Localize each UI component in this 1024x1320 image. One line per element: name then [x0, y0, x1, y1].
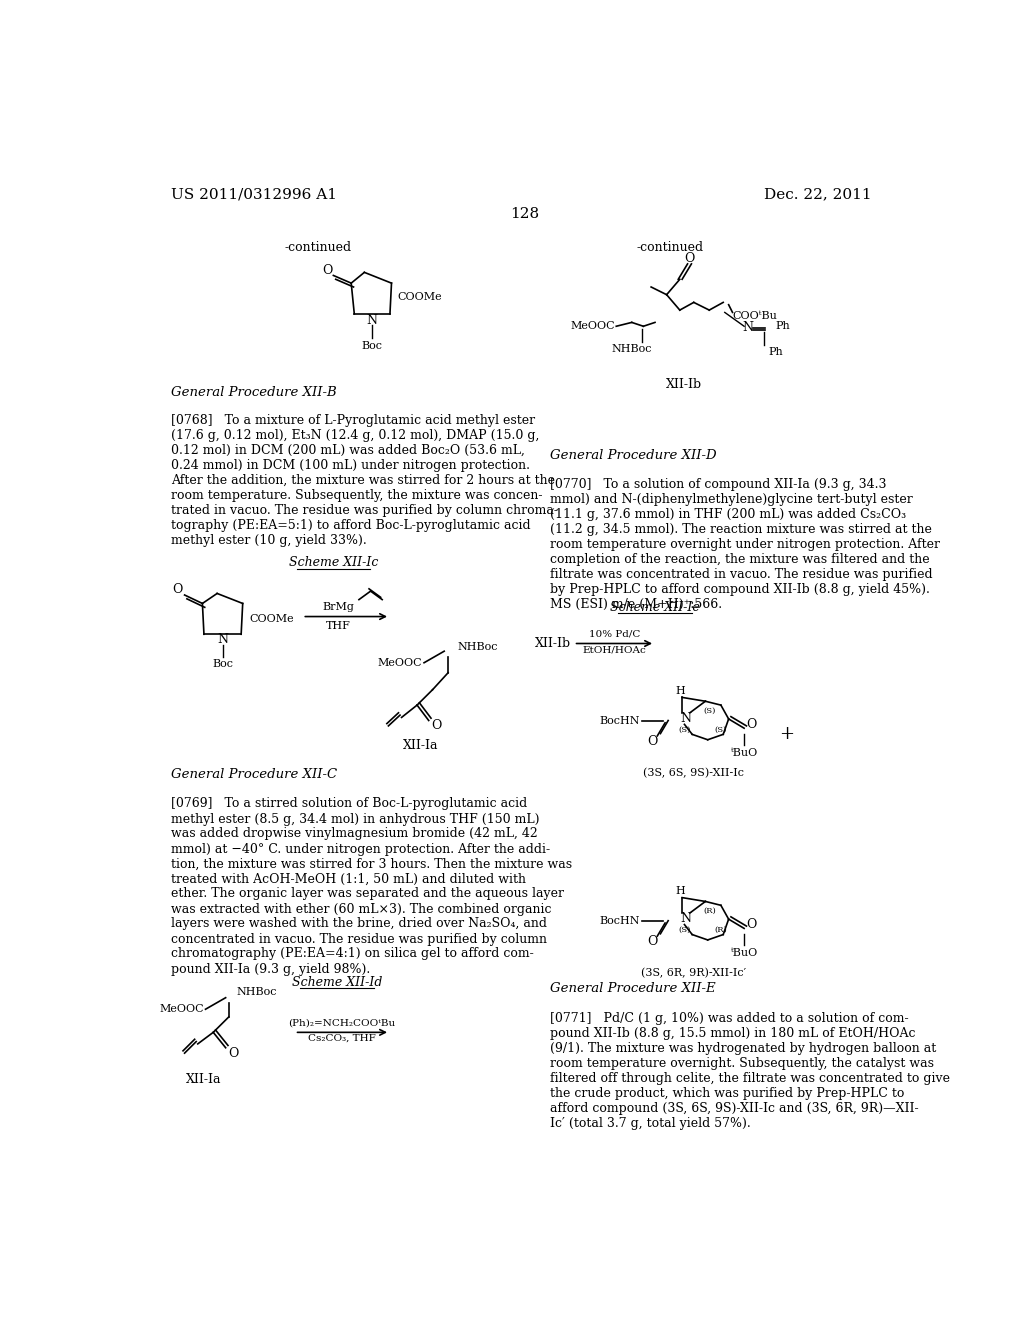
Text: O: O	[745, 718, 757, 731]
Text: (S): (S)	[678, 726, 690, 734]
Text: N: N	[681, 912, 691, 925]
Text: +: +	[779, 726, 795, 743]
Text: Scheme XII-Id: Scheme XII-Id	[292, 977, 382, 989]
Text: Boc: Boc	[361, 341, 383, 351]
Text: [0771]   Pd/C (1 g, 10%) was added to a solution of com-
pound XII-Ib (8.8 g, 15: [0771] Pd/C (1 g, 10%) was added to a so…	[550, 1011, 950, 1130]
Text: (R): (R)	[715, 925, 727, 935]
Text: BrMg: BrMg	[323, 602, 354, 611]
Text: (S): (S)	[703, 706, 716, 714]
Text: O: O	[228, 1047, 239, 1060]
Text: Cs₂CO₃, THF: Cs₂CO₃, THF	[308, 1034, 376, 1043]
Text: O: O	[745, 917, 757, 931]
Text: Scheme XII-Ie: Scheme XII-Ie	[610, 601, 699, 614]
Text: N: N	[367, 314, 378, 326]
Text: Ph: Ph	[768, 347, 783, 358]
Text: H: H	[675, 686, 685, 696]
Text: H: H	[675, 887, 685, 896]
Text: XII-Ia: XII-Ia	[186, 1073, 222, 1086]
Text: General Procedure XII-E: General Procedure XII-E	[550, 982, 716, 994]
Text: O: O	[431, 718, 441, 731]
Text: O: O	[685, 252, 695, 265]
Text: O: O	[322, 264, 333, 277]
Text: Boc: Boc	[212, 659, 233, 669]
Text: NHBoc: NHBoc	[458, 643, 498, 652]
Text: EtOH/HOAc: EtOH/HOAc	[583, 645, 646, 655]
Text: BocHN: BocHN	[599, 916, 640, 925]
Text: O: O	[647, 735, 657, 748]
Text: 10% Pd/C: 10% Pd/C	[589, 630, 640, 639]
Text: XII-Ib: XII-Ib	[667, 378, 702, 391]
Text: [0768]   To a mixture of L-Pyroglutamic acid methyl ester
(17.6 g, 0.12 mol), Et: [0768] To a mixture of L-Pyroglutamic ac…	[171, 414, 558, 546]
Text: -continued: -continued	[637, 240, 705, 253]
Text: MeOOC: MeOOC	[378, 657, 423, 668]
Text: Ph: Ph	[775, 321, 790, 331]
Text: (R): (R)	[702, 907, 716, 915]
Text: (S): (S)	[715, 726, 727, 734]
Text: [0769]   To a stirred solution of Boc-L-pyroglutamic acid
methyl ester (8.5 g, 3: [0769] To a stirred solution of Boc-L-py…	[171, 797, 571, 975]
Text: COOMe: COOMe	[250, 614, 294, 624]
Text: N: N	[681, 711, 691, 725]
Text: -continued: -continued	[285, 240, 351, 253]
Text: N: N	[217, 634, 228, 647]
Text: (3S, 6R, 9R)-XII-Ic′: (3S, 6R, 9R)-XII-Ic′	[641, 968, 746, 978]
Text: N: N	[742, 321, 754, 334]
Text: (S): (S)	[678, 925, 690, 935]
Text: (Ph)₂=NCH₂COOᵗBu: (Ph)₂=NCH₂COOᵗBu	[289, 1019, 395, 1027]
Text: MeOOC: MeOOC	[160, 1005, 204, 1014]
Text: [0770]   To a solution of compound XII-Ia (9.3 g, 34.3
mmol) and N-(diphenylmeth: [0770] To a solution of compound XII-Ia …	[550, 478, 940, 611]
Text: Dec. 22, 2011: Dec. 22, 2011	[764, 187, 871, 202]
Text: XII-Ib: XII-Ib	[535, 638, 570, 649]
Text: ᵗBuO: ᵗBuO	[730, 948, 758, 958]
Text: BocHN: BocHN	[599, 715, 640, 726]
Text: General Procedure XII-D: General Procedure XII-D	[550, 449, 717, 462]
Text: General Procedure XII-B: General Procedure XII-B	[171, 385, 336, 399]
Text: 128: 128	[510, 207, 540, 222]
Text: NHBoc: NHBoc	[611, 345, 652, 354]
Text: THF: THF	[327, 620, 351, 631]
Text: NHBoc: NHBoc	[237, 987, 278, 998]
Text: (3S, 6S, 9S)-XII-Ic: (3S, 6S, 9S)-XII-Ic	[643, 768, 744, 777]
Text: XII-Ia: XII-Ia	[403, 739, 438, 751]
Text: COOᵗBu: COOᵗBu	[732, 312, 777, 321]
Text: General Procedure XII-C: General Procedure XII-C	[171, 768, 337, 781]
Text: MeOOC: MeOOC	[570, 321, 614, 331]
Text: ᵗBuO: ᵗBuO	[730, 748, 758, 758]
Text: Scheme XII-Ic: Scheme XII-Ic	[289, 557, 378, 569]
Text: US 2011/0312996 A1: US 2011/0312996 A1	[171, 187, 337, 202]
Text: O: O	[647, 935, 657, 948]
Text: O: O	[172, 583, 183, 597]
Text: COOMe: COOMe	[397, 292, 442, 302]
